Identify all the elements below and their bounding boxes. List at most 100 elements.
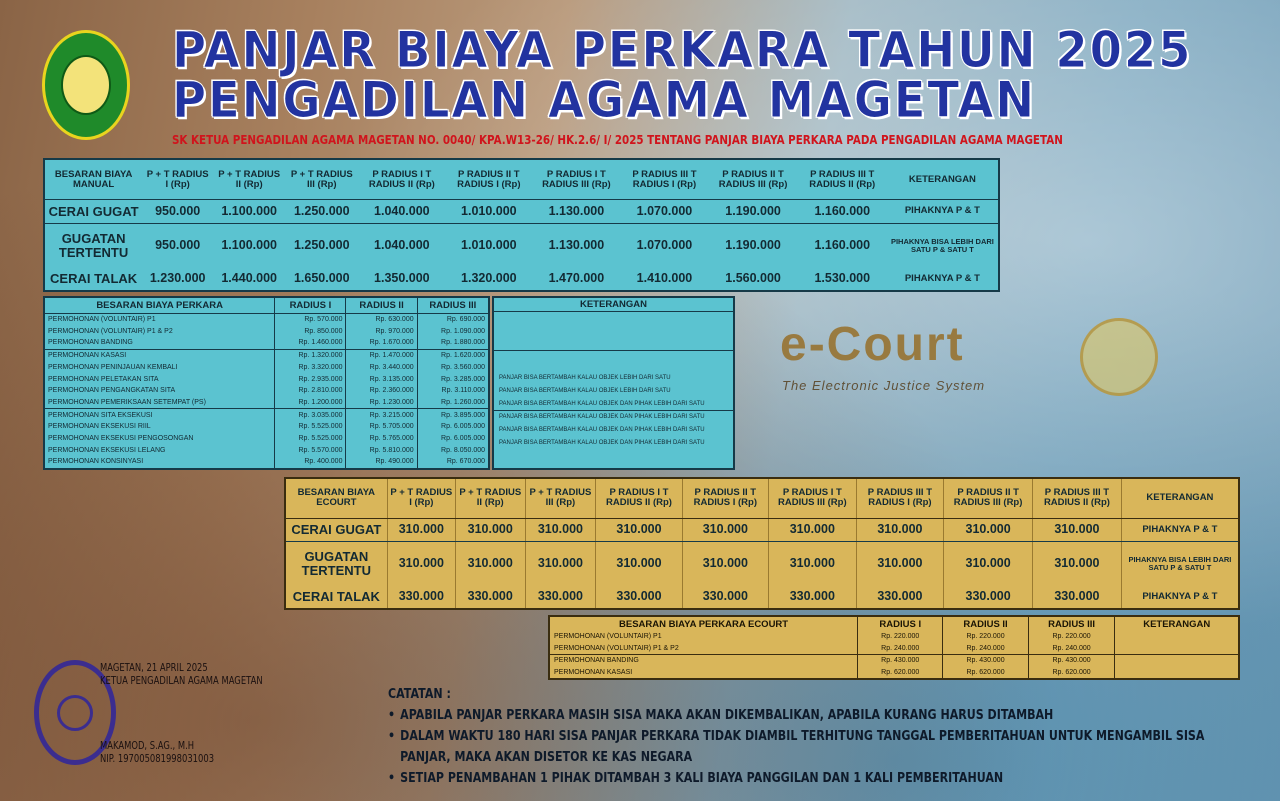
fee-value: 310.000: [387, 541, 456, 586]
column-header: RADIUS III: [1028, 616, 1116, 632]
row-label: PERMOHONAN PELETAKAN SITA: [43, 373, 276, 385]
column-header: KETERANGAN: [1114, 616, 1240, 632]
fee-value: 330.000: [387, 585, 456, 609]
column-header: KETERANGAN: [886, 159, 999, 201]
fee-value: 310.000: [1032, 541, 1122, 586]
keterangan-note: PANJAR BISA BERTAMBAH KALAU OBJEK LEBIH …: [499, 388, 671, 394]
table-row: CERAI GUGAT 310.000 310.000 310.000 310.000 3…: [285, 518, 1240, 543]
row-keterangan: PIHAKNYA P & T: [904, 272, 980, 284]
table-row: PERMOHONAN EKSEKUSI PENGOSONGAN Rp. 5.525…: [43, 432, 490, 445]
note-item: • DALAM WAKTU 180 HARI SISA PANJAR PERKAR…: [388, 729, 1205, 765]
fee-value: Rp. 850.000: [274, 325, 347, 338]
ecourt-seal-icon: [1080, 318, 1158, 396]
fee-value: 330.000: [856, 585, 945, 609]
perkara-keterangan-panel: KETERANGAN PANJAR BISA BERTAMBAH KALAU O…: [492, 296, 735, 470]
row-keterangan: [1114, 653, 1240, 667]
ecourt-fee-table: BESARAN BIAYA ECOURT P + T RADIUS I (Rp) P…: [284, 477, 1240, 610]
fee-value: Rp. 3.035.000: [274, 408, 347, 422]
fee-value: Rp. 3.895.000: [416, 408, 490, 422]
row-keterangan: PIHAKNYA P & T: [1121, 585, 1240, 609]
fee-value: 1.530.000: [814, 271, 871, 286]
fee-value: 310.000: [525, 518, 597, 543]
fee-value: Rp. 220.000: [857, 631, 944, 643]
table-row: GUGATAN TERTENTU 950.000 1.100.000 1.250.00…: [44, 223, 999, 267]
keterangan-note: PANJAR BISA BERTAMBAH KALAU OBJEK DAN PI…: [499, 427, 705, 433]
fee-value: Rp. 1.470.000: [345, 348, 418, 362]
row-label: PERMOHONAN (VOLUNTAIR) P1 & P2: [549, 642, 859, 655]
keterangan-note: PANJAR BISA BERTAMBAH KALAU OBJEK DAN PI…: [499, 440, 705, 446]
fee-value: 330.000: [595, 585, 683, 609]
fee-value: Rp. 490.000: [345, 455, 418, 469]
row-keterangan: PIHAKNYA BISA LEBIH DARI SATU P & SATU T: [890, 236, 994, 254]
fee-value: 1.100.000: [213, 199, 286, 224]
signature-block: MAGETAN, 21 APRIL 2025 KETUA PENGADILAN …: [100, 662, 263, 766]
fee-value: Rp. 1.880.000: [416, 337, 490, 350]
column-header: RADIUS II: [345, 296, 418, 314]
column-header: P + T RADIUS I (Rp): [387, 478, 456, 519]
table-row: PERMOHONAN PENINJAUAN KEMBALI Rp. 3.320.0…: [43, 361, 490, 374]
fee-value: 1.130.000: [532, 199, 621, 224]
keterangan-header: KETERANGAN: [494, 298, 733, 312]
column-header: RADIUS I: [274, 296, 347, 314]
table-row: PERMOHONAN BANDING Rp. 430.000 Rp. 430.000…: [549, 653, 1240, 667]
fee-value: Rp. 6.005.000: [416, 421, 490, 433]
table-row: PERMOHONAN (VOLUNTAIR) P1 Rp. 220.000 Rp. …: [549, 631, 1240, 643]
fee-value: Rp. 6.005.000: [416, 432, 490, 445]
fee-value: 310.000: [682, 541, 770, 586]
pengadilan-agama-logo: [42, 30, 130, 140]
fee-value: 310.000: [455, 541, 526, 586]
row-keterangan: [1114, 642, 1240, 655]
row-label: PERMOHONAN PENGANGKATAN SITA: [43, 384, 276, 397]
ecourt-perkara-fee-table: BESARAN BIAYA PERKARA ECOURT RADIUS I RADI…: [548, 615, 1240, 680]
fee-value: Rp. 3.215.000: [345, 408, 418, 422]
row-label: PERMOHONAN PENINJAUAN KEMBALI: [43, 361, 276, 374]
fee-value: 310.000: [1032, 518, 1122, 543]
column-header: BESARAN BIAYA PERKARA ECOURT: [549, 616, 859, 632]
fee-value: 310.000: [682, 518, 770, 543]
table-row: CERAI TALAK 1.230.000 1.440.000 1.650.000 1.…: [44, 268, 999, 291]
fee-value: Rp. 690.000: [416, 313, 490, 326]
column-header: RADIUS II: [942, 616, 1029, 632]
column-header: P + T RADIUS III (Rp): [285, 159, 359, 201]
fee-value: Rp. 430.000: [1028, 653, 1116, 667]
table-row: PERMOHONAN (VOLUNTAIR) P1 & P2 Rp. 850.00…: [43, 325, 490, 338]
fee-value: Rp. 3.320.000: [274, 361, 347, 374]
fee-value: Rp. 240.000: [942, 642, 1029, 655]
fee-value: Rp. 5.525.000: [274, 421, 347, 433]
column-header: RADIUS I: [857, 616, 944, 632]
header-row: BESARAN BIAYA MANUAL P + T RADIUS I (Rp) P…: [44, 159, 999, 201]
fee-value: 310.000: [525, 541, 597, 586]
fee-value: 1.320.000: [461, 271, 517, 286]
column-header: P RADIUS I T RADIUS II (Rp): [595, 478, 683, 519]
fee-value: 310.000: [595, 541, 683, 586]
row-label: GUGATAN TERTENTU: [285, 541, 388, 586]
fee-value: 1.040.000: [358, 199, 446, 224]
column-header: P RADIUS II T RADIUS I (Rp): [682, 478, 770, 519]
fee-value: Rp. 1.320.000: [274, 348, 347, 362]
row-label: PERMOHONAN (VOLUNTAIR) P1: [549, 631, 859, 643]
fee-value: Rp. 630.000: [345, 313, 418, 326]
ecourt-logo-subtitle: The Electronic Justice System: [782, 378, 986, 393]
row-label: PERMOHONAN KONSINYASI: [43, 455, 276, 469]
fee-value: 1.070.000: [620, 199, 709, 224]
row-label: PERMOHONAN KASASI: [549, 666, 859, 679]
fee-value: 1.190.000: [725, 238, 781, 253]
fee-value: 1.250.000: [293, 238, 350, 253]
column-header: P RADIUS I T RADIUS III (Rp): [532, 159, 621, 201]
fee-value: 950.000: [142, 199, 214, 224]
column-header: P RADIUS II T RADIUS I (Rp): [445, 159, 533, 201]
catatan-notes: CATATAN : • APABILA PANJAR PERKARA MASIH …: [388, 684, 1238, 789]
header-row: BESARAN BIAYA ECOURT P + T RADIUS I (Rp) P…: [285, 478, 1240, 519]
fee-value: Rp. 3.440.000: [345, 361, 418, 374]
table-row: CERAI TALAK 330.000 330.000 330.000 330.000 3…: [285, 585, 1240, 609]
row-label: CERAI TALAK: [285, 585, 388, 609]
sign-position: KETUA PENGADILAN AGAMA MAGETAN: [100, 675, 263, 687]
fee-value: 1.040.000: [374, 238, 430, 253]
fee-value: 1.350.000: [374, 271, 430, 286]
note-item: • SETIAP PENAMBAHAN 1 PIHAK DITAMBAH 3 KA…: [388, 771, 1004, 786]
fee-value: Rp. 3.285.000: [416, 373, 490, 385]
fee-value: 330.000: [943, 585, 1034, 609]
table-row: GUGATAN TERTENTU 310.000 310.000 310.000 310…: [285, 541, 1240, 586]
fee-value: Rp. 620.000: [1028, 666, 1116, 679]
table-row: PERMOHONAN PELETAKAN SITA Rp. 2.935.000 Rp…: [43, 373, 490, 385]
